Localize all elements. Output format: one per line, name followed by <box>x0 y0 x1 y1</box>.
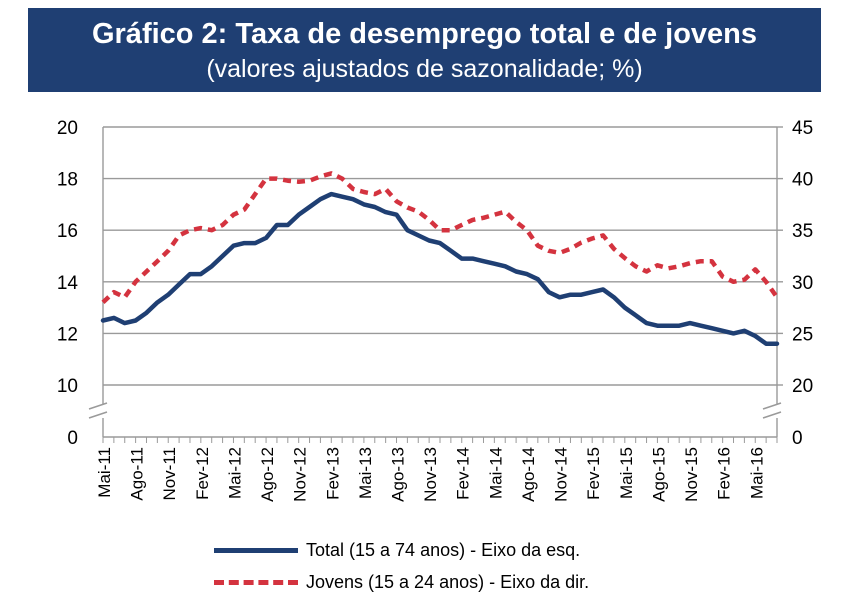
x-axis-tick-label: Mai-14 <box>486 447 505 499</box>
right-axis-zero-label: 0 <box>792 428 803 449</box>
right-axis-break-mark <box>762 411 782 419</box>
axes <box>88 126 783 443</box>
gridlines <box>103 126 777 386</box>
x-axis-tick-label: Mai-13 <box>356 447 375 499</box>
legend-label-total: Total (15 a 74 anos) - Eixo da esq. <box>306 539 581 560</box>
left-axis-ticks: 20 18 16 14 12 10 0 <box>57 118 79 449</box>
x-axis-tick-label: Fev-14 <box>454 447 473 500</box>
x-axis-tick-label: Ago-15 <box>649 447 668 502</box>
series-lines <box>100 171 780 346</box>
x-axis-tick-label: Mai-16 <box>747 447 766 499</box>
x-axis-ticks: Mai-11 Ago-11 Nov-11 Fev-12 Mai-12 Ago-12 Nov-… <box>95 447 766 502</box>
left-axis-zero-label: 0 <box>67 428 78 449</box>
x-axis-tick-label: Fev-15 <box>584 447 603 500</box>
right-axis-tick-label: 40 <box>792 170 813 191</box>
right-axis-tick-label: 25 <box>792 324 813 345</box>
x-axis-tick-label: Fev-16 <box>715 447 734 500</box>
legend-item-total: Total (15 a 74 anos) - Eixo da esq. <box>214 535 734 565</box>
chart-subtitle: (valores ajustados de sazonalidade; %) <box>206 55 643 83</box>
chart-title: Gráfico 2: Taxa de desemprego total e de… <box>91 18 758 50</box>
right-axis-tick-label: 45 <box>792 118 813 139</box>
left-axis-tick-label: 18 <box>57 170 78 191</box>
x-axis-tick-label: Ago-11 <box>128 447 147 501</box>
left-axis-tick-label: 14 <box>57 273 79 294</box>
line-chart: 20 18 16 14 12 10 0 45 40 35 30 25 20 0 Mai-11 Ago-11… <box>57 118 813 502</box>
legend-item-jovens: Jovens (15 a 24 anos) - Eixo da dir. <box>214 567 734 597</box>
series-line-total <box>100 191 780 346</box>
right-axis-tick-label: 30 <box>792 273 813 294</box>
x-axis-tick-label: Ago-13 <box>389 447 408 502</box>
legend-swatch-total <box>214 547 298 553</box>
x-axis-tick-label: Ago-14 <box>519 447 538 502</box>
left-axis-tick-label: 10 <box>57 376 78 397</box>
x-axis-tick-label: Mai-11 <box>95 447 114 498</box>
x-axis-tick-label: Nov-14 <box>552 447 571 502</box>
x-axis-tick-label: Mai-15 <box>617 447 636 499</box>
x-axis-tick-label: Nov-12 <box>291 447 310 502</box>
chart-header: Gráfico 2: Taxa de desemprego total e de… <box>28 8 821 92</box>
left-axis-break-mark <box>88 402 108 410</box>
x-axis-tick-label: Nov-13 <box>421 447 440 502</box>
left-axis-tick-label: 20 <box>57 118 78 139</box>
x-axis-tick-label: Ago-12 <box>258 447 277 502</box>
legend-swatch-jovens <box>214 579 298 585</box>
right-axis-tick-label: 20 <box>792 376 813 397</box>
x-axis-tick-label: Fev-13 <box>323 447 342 500</box>
x-axis-tick-label: Fev-12 <box>193 447 212 500</box>
legend-label-jovens: Jovens (15 a 24 anos) - Eixo da dir. <box>306 571 590 592</box>
right-axis-break-mark <box>762 402 782 410</box>
x-axis-tick-label: Nov-11 <box>160 447 179 501</box>
right-axis-ticks: 45 40 35 30 25 20 0 <box>792 118 813 449</box>
left-axis-break-mark <box>88 411 108 419</box>
x-axis-tick-label: Nov-15 <box>682 447 701 502</box>
left-axis-tick-label: 16 <box>57 221 78 242</box>
left-axis-tick-label: 12 <box>57 324 78 345</box>
x-axis-tick-label: Mai-12 <box>225 447 244 499</box>
series-line-jovens <box>101 171 779 305</box>
right-axis-tick-label: 35 <box>792 221 813 242</box>
